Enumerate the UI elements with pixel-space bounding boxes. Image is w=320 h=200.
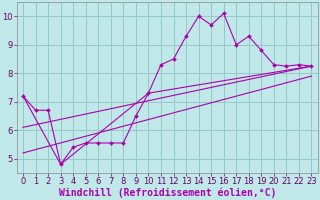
X-axis label: Windchill (Refroidissement éolien,°C): Windchill (Refroidissement éolien,°C) bbox=[59, 187, 276, 198]
